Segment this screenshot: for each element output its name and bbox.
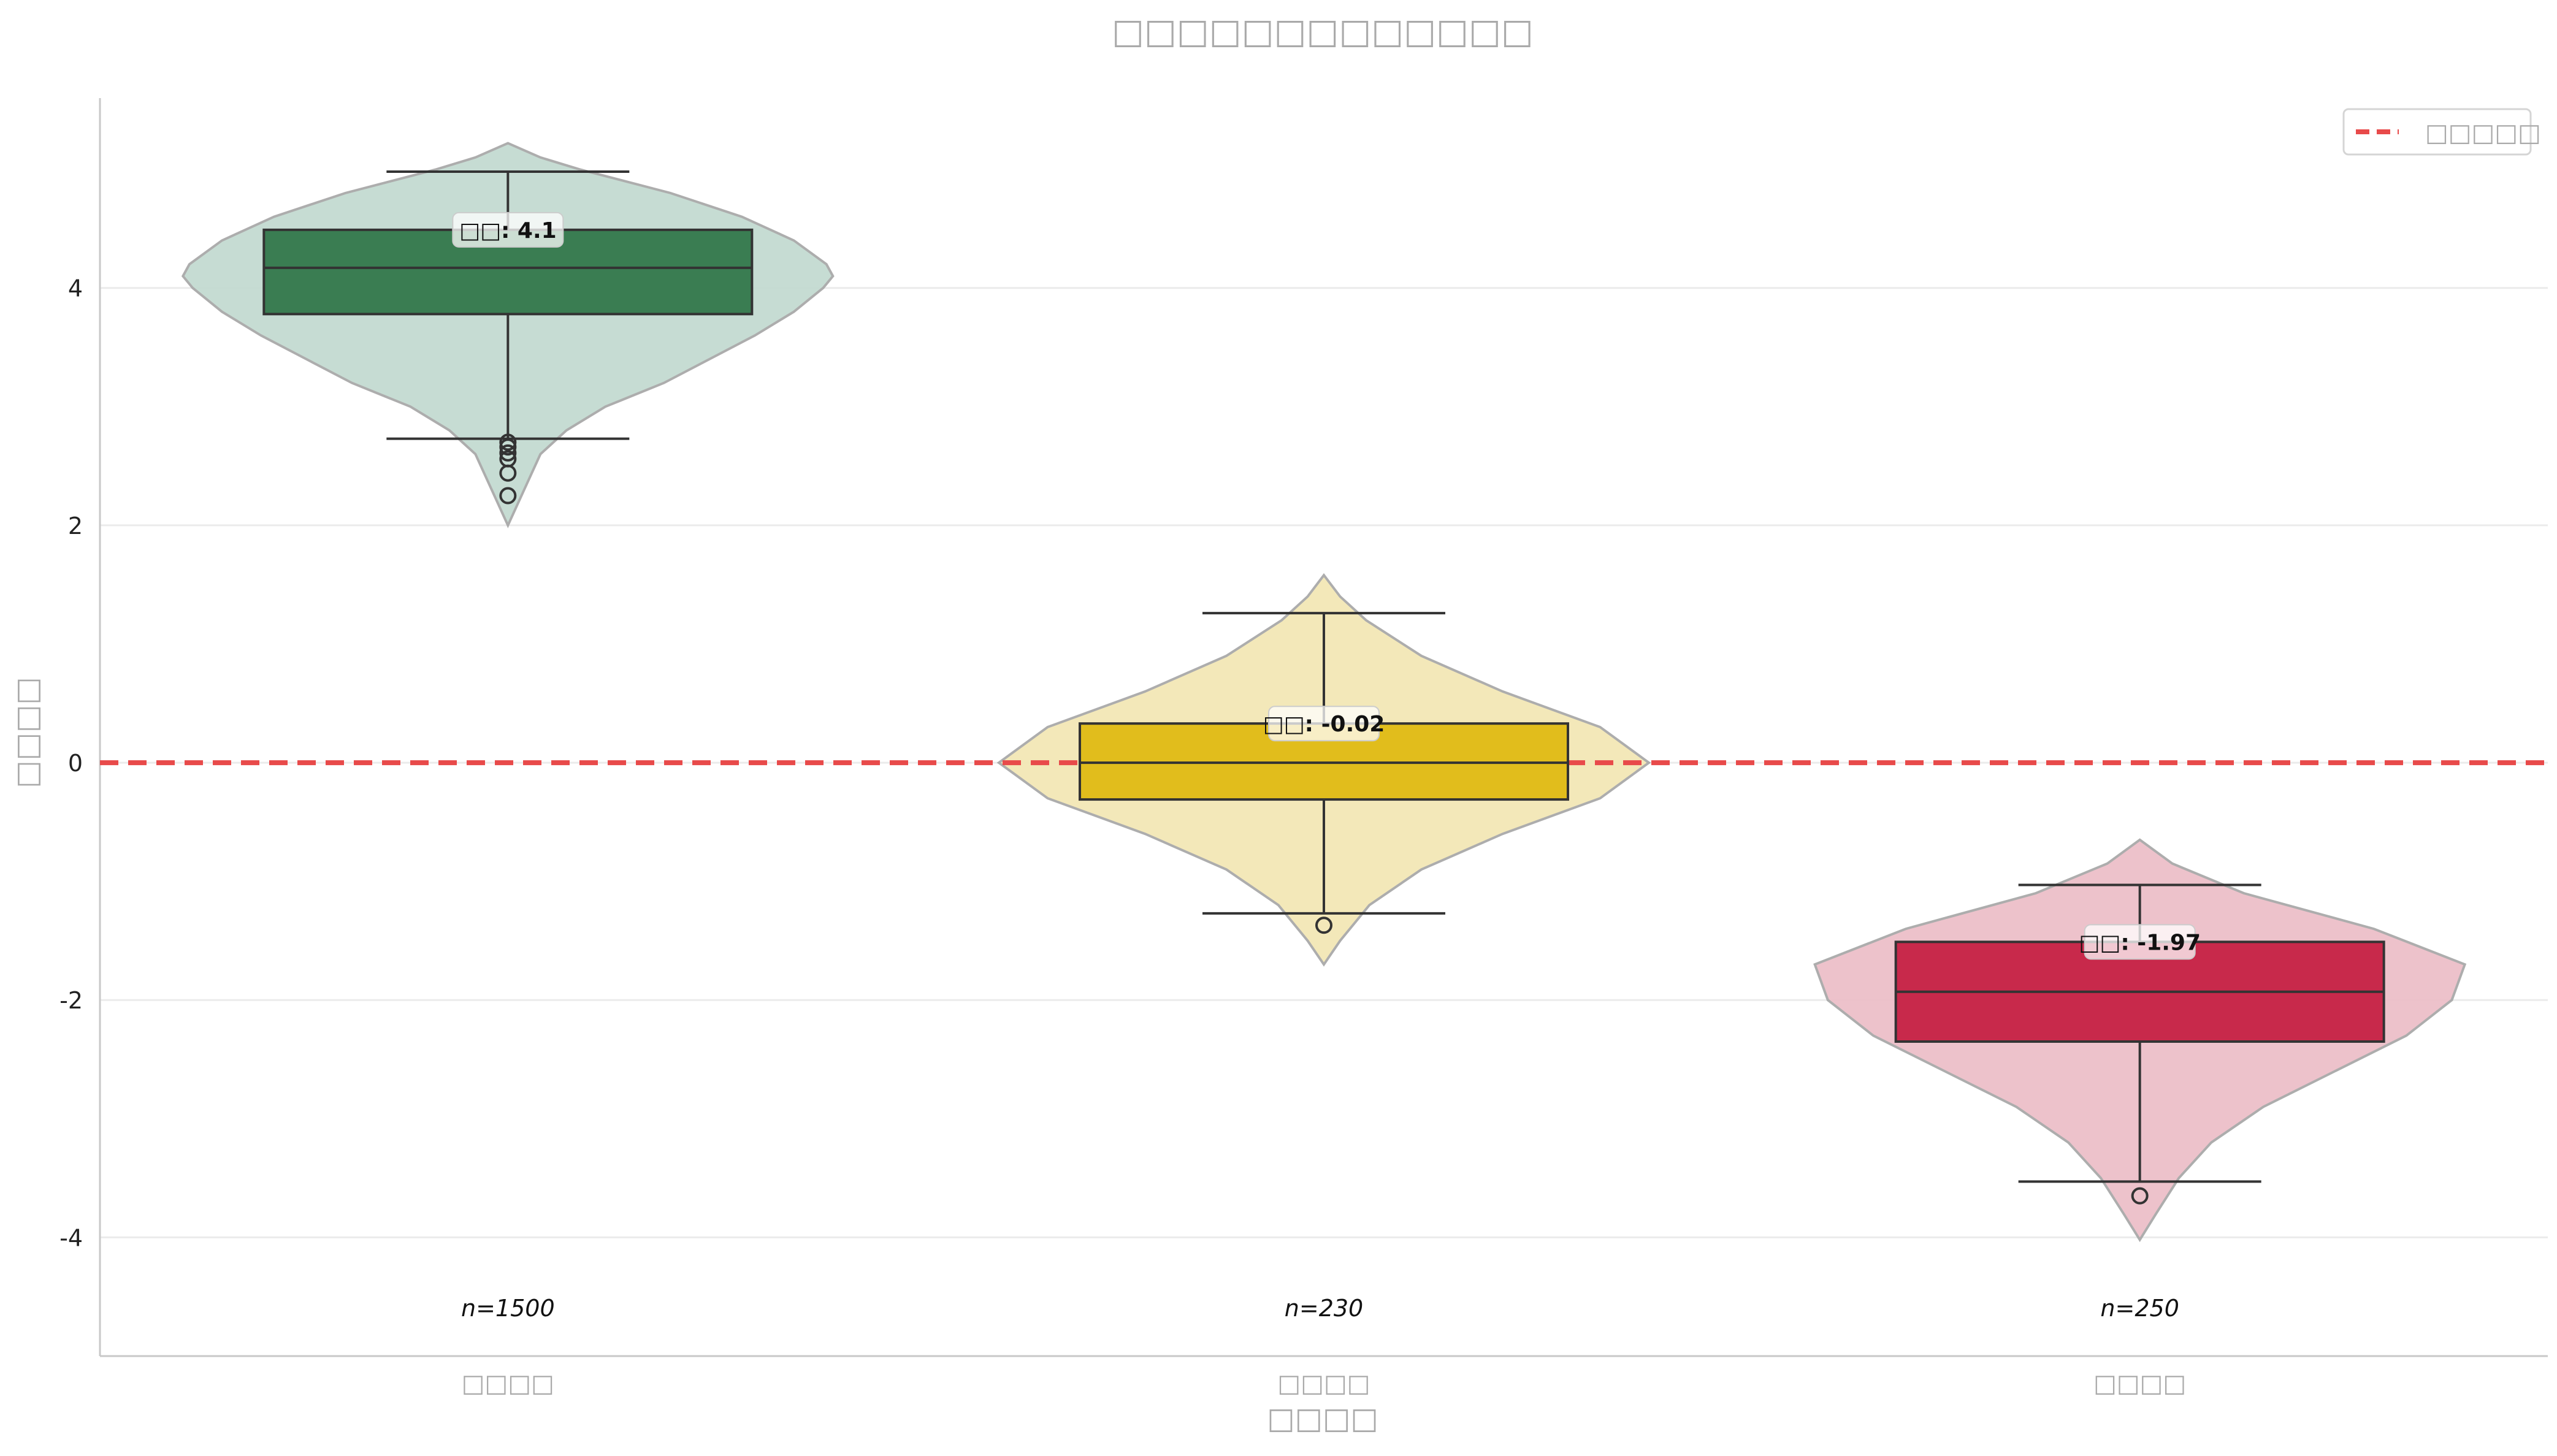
x-axis-label: □□□□ [1267, 1401, 1378, 1436]
sample-size-label: n=1500 [461, 1295, 555, 1322]
legend: □□□□□ [2342, 108, 2541, 156]
outlier-point [499, 444, 517, 462]
x-tick-label: □□□□ [462, 1370, 554, 1398]
legend-label: □□□□□ [2425, 119, 2541, 147]
x-tick-label: □□□□ [1277, 1370, 1370, 1398]
axes-layer: -4 -2 0 2 4 □□□□ □□□□ □□□□ [59, 98, 2548, 1398]
outlier-point [2131, 1187, 2149, 1205]
outlier-point [499, 433, 517, 451]
y-tick-label: 4 [68, 275, 83, 302]
mean-label: □□: -1.97 [2079, 930, 2201, 955]
outlier-point [1315, 917, 1332, 934]
y-tick-label: -2 [59, 987, 83, 1014]
sample-size-label: n=230 [1285, 1295, 1363, 1322]
mean-label-box [1268, 706, 1380, 742]
mean-label: □□: 4.1 [459, 218, 557, 243]
chart-title: □□□□□□□□□□□□□ [1112, 12, 1534, 51]
y-tick-label: -4 [59, 1224, 83, 1251]
outlier-point [499, 438, 517, 456]
y-axis-label: □□□□ [10, 677, 44, 788]
legend-frame [2342, 108, 2532, 156]
mean-label: □□: -0.02 [1263, 712, 1385, 737]
y-tick-label: 0 [68, 750, 83, 777]
x-tick-label: □□□□ [2093, 1370, 2186, 1398]
mean-label-box [2084, 924, 2196, 960]
sample-size-label: n=250 [2100, 1295, 2179, 1322]
outlier-point [499, 487, 517, 505]
outlier-point [499, 464, 517, 482]
label-layer: □□: 4.1 n=1500 □□: -0.02 n=230 □□: -1.97 n=25… [452, 212, 2201, 1322]
mean-label-box [452, 212, 564, 248]
y-tick-label: 2 [68, 513, 83, 539]
